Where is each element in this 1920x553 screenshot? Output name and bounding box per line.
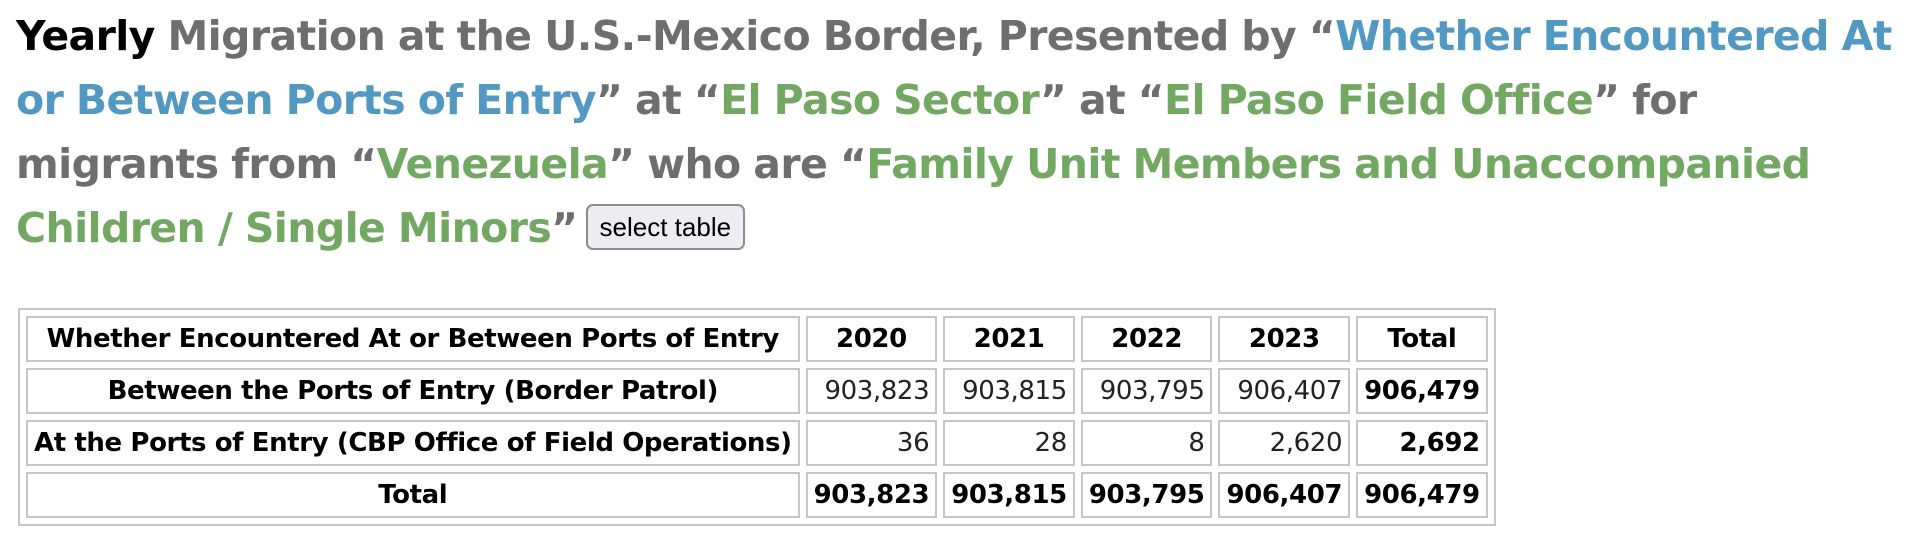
title-text: Migration at the U.S.-Mexico Border, Pre… — [154, 12, 1336, 60]
column-header: 2023 — [1218, 316, 1351, 362]
row-label: At the Ports of Entry (CBP Office of Fie… — [26, 420, 800, 466]
column-header: Total — [1356, 316, 1488, 362]
title-text: ” for migrants from “ — [16, 76, 1697, 188]
country-label: Venezuela — [376, 140, 609, 188]
column-total-cell: 903,823 — [805, 472, 938, 518]
column-total-cell: 903,795 — [1080, 472, 1213, 518]
table-cell: 2,620 — [1218, 420, 1351, 466]
row-label: Between the Ports of Entry (Border Patro… — [26, 368, 800, 414]
title-text: ” who are “ — [608, 140, 867, 188]
table-cell: 36 — [805, 420, 938, 466]
column-header: 2021 — [943, 316, 1075, 362]
select-table-button[interactable]: select table — [585, 204, 746, 250]
total-row: Total 903,823 903,815 903,795 906,407 90… — [26, 472, 1488, 518]
table-cell: 903,795 — [1080, 368, 1213, 414]
table-row: At the Ports of Entry (CBP Office of Fie… — [26, 420, 1488, 466]
row-total-cell: 2,692 — [1356, 420, 1488, 466]
table-row: Between the Ports of Entry (Border Patro… — [26, 368, 1488, 414]
table-cell: 8 — [1080, 420, 1213, 466]
title-text: ” at “ — [596, 76, 721, 124]
table-cell: 903,815 — [943, 368, 1075, 414]
table-cell: 903,823 — [805, 368, 938, 414]
data-table: Whether Encountered At or Between Ports … — [18, 308, 1496, 526]
table-header-row: Whether Encountered At or Between Ports … — [26, 316, 1488, 362]
page: Yearly Migration at the U.S.-Mexico Bord… — [16, 4, 1904, 526]
column-total-cell: 903,815 — [943, 472, 1075, 518]
period-label: Yearly — [16, 12, 155, 60]
demographic-label: Family Unit Members and Unaccompanied Ch… — [16, 140, 1811, 252]
column-header: 2022 — [1080, 316, 1213, 362]
grand-total-cell: 906,479 — [1356, 472, 1488, 518]
column-header: 2020 — [805, 316, 938, 362]
column-total-cell: 906,407 — [1218, 472, 1351, 518]
page-title: Yearly Migration at the U.S.-Mexico Bord… — [16, 4, 1904, 260]
table-cell: 906,407 — [1218, 368, 1351, 414]
row-total-cell: 906,479 — [1356, 368, 1488, 414]
field-office-label: El Paso Field Office — [1164, 76, 1594, 124]
table-cell: 28 — [943, 420, 1075, 466]
column-header: Whether Encountered At or Between Ports … — [26, 316, 800, 362]
sector-label: El Paso Sector — [720, 76, 1040, 124]
dimension-label: Whether Encountered At or Between Ports … — [16, 12, 1892, 124]
title-text: ” at “ — [1039, 76, 1165, 124]
title-text: ” — [551, 204, 578, 252]
row-label: Total — [26, 472, 800, 518]
